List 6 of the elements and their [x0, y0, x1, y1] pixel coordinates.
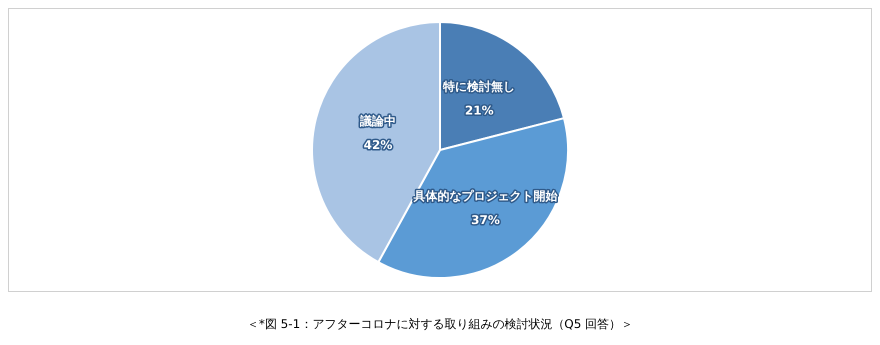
data-label: 21%	[464, 104, 494, 118]
slice-label: 議論中	[359, 114, 396, 128]
data-label: 37%	[471, 212, 500, 227]
text: ＜*図 5-1：アフターコロナに対する取り組みの検討状況（Q5 回答）＞	[246, 316, 634, 333]
data-label: 42%	[364, 138, 392, 152]
slice-label: 特に検討無し	[442, 80, 516, 94]
